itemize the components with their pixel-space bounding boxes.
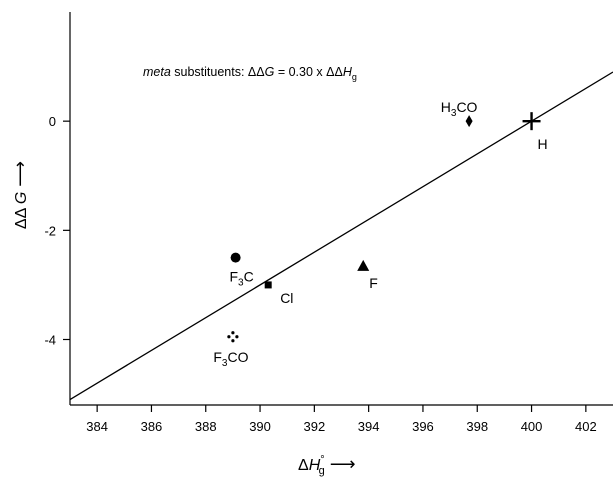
x-tick-label: 398	[466, 419, 488, 434]
dot	[235, 335, 239, 339]
point-f3c-marker	[230, 252, 241, 263]
x-axis-label: ΔH° g ⟶	[298, 454, 356, 477]
x-tick-label: 392	[303, 419, 325, 434]
x-tick-label: 402	[575, 419, 597, 434]
x-tick-label: 386	[141, 419, 163, 434]
axes: 384 386 388 390 392 394 396 398 400 402 0 -2 -4 ΔH° g …	[10, 12, 613, 477]
point-label-f: F	[369, 275, 378, 291]
fit-line	[69, 71, 613, 401]
y-tick-label: -4	[44, 333, 56, 348]
dot	[231, 331, 235, 335]
point-labels: H H3CO F3C Cl F F3CO	[213, 99, 547, 369]
y-tick-label: 0	[49, 114, 56, 129]
x-tick-label: 400	[521, 419, 543, 434]
y-axis-label: ΔΔ G ⟶	[10, 161, 30, 229]
y-tick-label: -2	[44, 223, 56, 238]
point-label-f3c: F3C	[229, 269, 253, 289]
annotation-equation: meta substituents: ΔΔG = 0.30 x ΔΔHg	[143, 65, 357, 82]
point-label-f3co: F3CO	[213, 349, 248, 369]
point-label-h3co: H3CO	[441, 99, 478, 119]
point-label-h: H	[538, 136, 548, 152]
point-f-marker	[357, 259, 370, 271]
annotations: meta substituents: ΔΔG = 0.30 x ΔΔHg	[143, 65, 357, 82]
x-tick-label: 396	[412, 419, 434, 434]
point-cl-marker	[264, 281, 272, 289]
point-h3co-marker	[465, 115, 473, 128]
dot	[227, 335, 231, 339]
x-tick-label: 390	[249, 419, 271, 434]
x-tick-label: 394	[358, 419, 380, 434]
point-label-cl: Cl	[280, 290, 293, 306]
dot	[231, 339, 235, 343]
x-tick-label: 388	[195, 419, 217, 434]
fit-line-group	[69, 71, 613, 401]
x-tick-label: 384	[86, 419, 108, 434]
data-points	[227, 112, 541, 343]
point-h-marker	[522, 112, 541, 131]
point-f3co-marker	[227, 331, 239, 343]
